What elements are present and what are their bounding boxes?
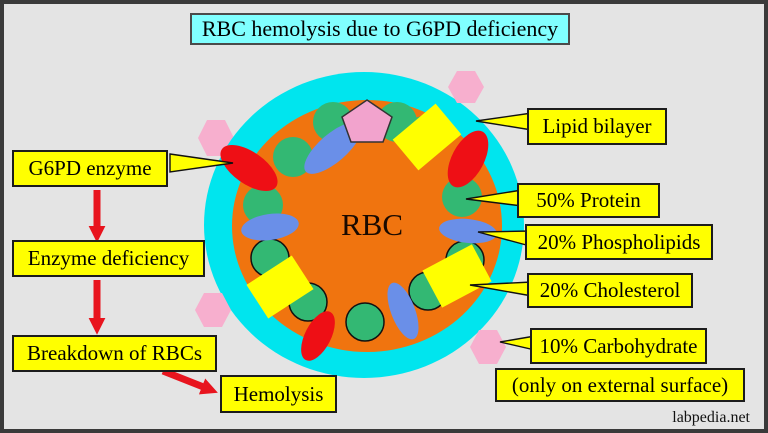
callout-lipid-bilayer: Lipid bilayer: [527, 108, 667, 145]
flow-step-g6pd-enzyme: G6PD enzyme: [12, 150, 168, 187]
flow-step-breakdown-of-rbcs: Breakdown of RBCs: [12, 335, 217, 372]
carbohydrate-hexagon: [448, 71, 484, 103]
phospholipid-ellipse: [241, 213, 299, 241]
protein-granule: [273, 137, 313, 177]
g6pd-enzyme-ellipse: [447, 130, 489, 188]
flow-arrow: [161, 367, 218, 395]
rbc-label: RBC: [341, 207, 403, 242]
g6pd-enzyme-ellipse: [301, 311, 335, 361]
flow-step-enzyme-deficiency: Enzyme deficiency: [12, 240, 205, 277]
cholesterol-block: [422, 244, 492, 308]
g6pd-enzyme-ellipse: [220, 144, 278, 192]
callout-cholesterol: 20% Cholesterol: [527, 273, 693, 308]
carbohydrate-hexagon: [195, 293, 231, 327]
protein-granule: [345, 302, 385, 342]
protein-granule: [442, 177, 482, 217]
surface-pentagon: [341, 99, 393, 143]
phospholipid-ellipse: [304, 122, 362, 174]
diagram-title: RBC hemolysis due to G6PD deficiency: [190, 13, 570, 45]
watermark-labpedia: labpedia.net: [672, 409, 750, 426]
callout-external-surface-note: (only on external surface): [495, 368, 745, 402]
callout-carbohydrate: 10% Carbohydrate: [530, 328, 707, 364]
cholesterol-block: [392, 103, 462, 171]
callout-phospholipids: 20% Phospholipids: [525, 224, 713, 260]
carbohydrate-hexagon: [470, 330, 506, 364]
flow-step-hemolysis: Hemolysis: [220, 375, 337, 413]
phospholipid-ellipse: [439, 218, 497, 244]
cholesterol-block: [246, 255, 314, 319]
callout-pointer-g6pd: [169, 153, 234, 173]
phospholipid-ellipse: [387, 282, 419, 340]
callout-protein: 50% Protein: [517, 183, 660, 218]
